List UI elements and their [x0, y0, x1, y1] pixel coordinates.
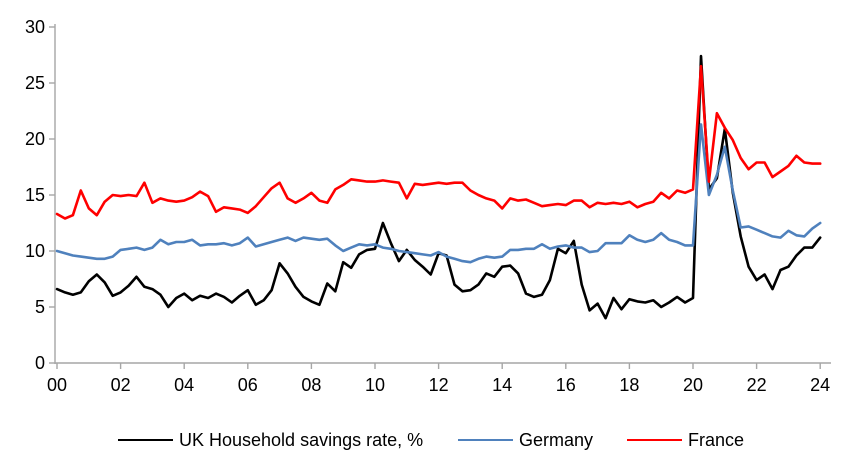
y-axis-tick-label: 30	[25, 17, 45, 37]
series-line-france	[55, 64, 822, 220]
legend-item-germany: Germany	[458, 429, 593, 451]
legend-line-uk	[118, 439, 173, 441]
y-axis-tick-label: 5	[35, 297, 45, 317]
y-axis-tick-label: 10	[25, 241, 45, 261]
legend-label-germany: Germany	[519, 430, 594, 450]
x-axis-tick-label: 14	[492, 375, 512, 395]
x-axis-tick-label: 04	[174, 375, 194, 395]
x-axis-tick-label: 06	[238, 375, 258, 395]
x-axis-tick-label: 08	[301, 375, 321, 395]
savings-rate-line-chart: 0 5 10 15 20 25 30 00 02 04 06 08 10 12 14 16 18 20 22 24	[25, 17, 831, 395]
legend-item-uk: UK Household savings rate, %	[118, 429, 423, 451]
x-axis-tick-label: 20	[683, 375, 703, 395]
x-axis-tick-label: 10	[365, 375, 385, 395]
legend-line-france	[627, 439, 682, 441]
legend-label-uk: UK Household savings rate, %	[179, 430, 424, 450]
series-line-germany	[55, 123, 822, 264]
y-axis-tick-label: 25	[25, 73, 45, 93]
series-line-uk	[55, 54, 822, 320]
x-axis-tick-label: 16	[556, 375, 576, 395]
x-axis-tick-label: 02	[111, 375, 131, 395]
legend-label-france: France	[688, 430, 745, 450]
legend-item-france: France	[627, 429, 744, 451]
x-axis-tick-label: 18	[619, 375, 639, 395]
x-axis-tick-label: 00	[47, 375, 67, 395]
y-axis-tick-label: 0	[35, 353, 45, 373]
legend-line-germany	[458, 439, 513, 441]
y-axis-tick-label: 15	[25, 185, 45, 205]
x-axis-tick-label: 12	[429, 375, 449, 395]
x-axis-tick-label: 22	[747, 375, 767, 395]
y-axis-tick-label: 20	[25, 129, 45, 149]
chart-legend: UK Household savings rate, % Germany Fra…	[0, 429, 852, 453]
x-axis-tick-label: 24	[810, 375, 830, 395]
